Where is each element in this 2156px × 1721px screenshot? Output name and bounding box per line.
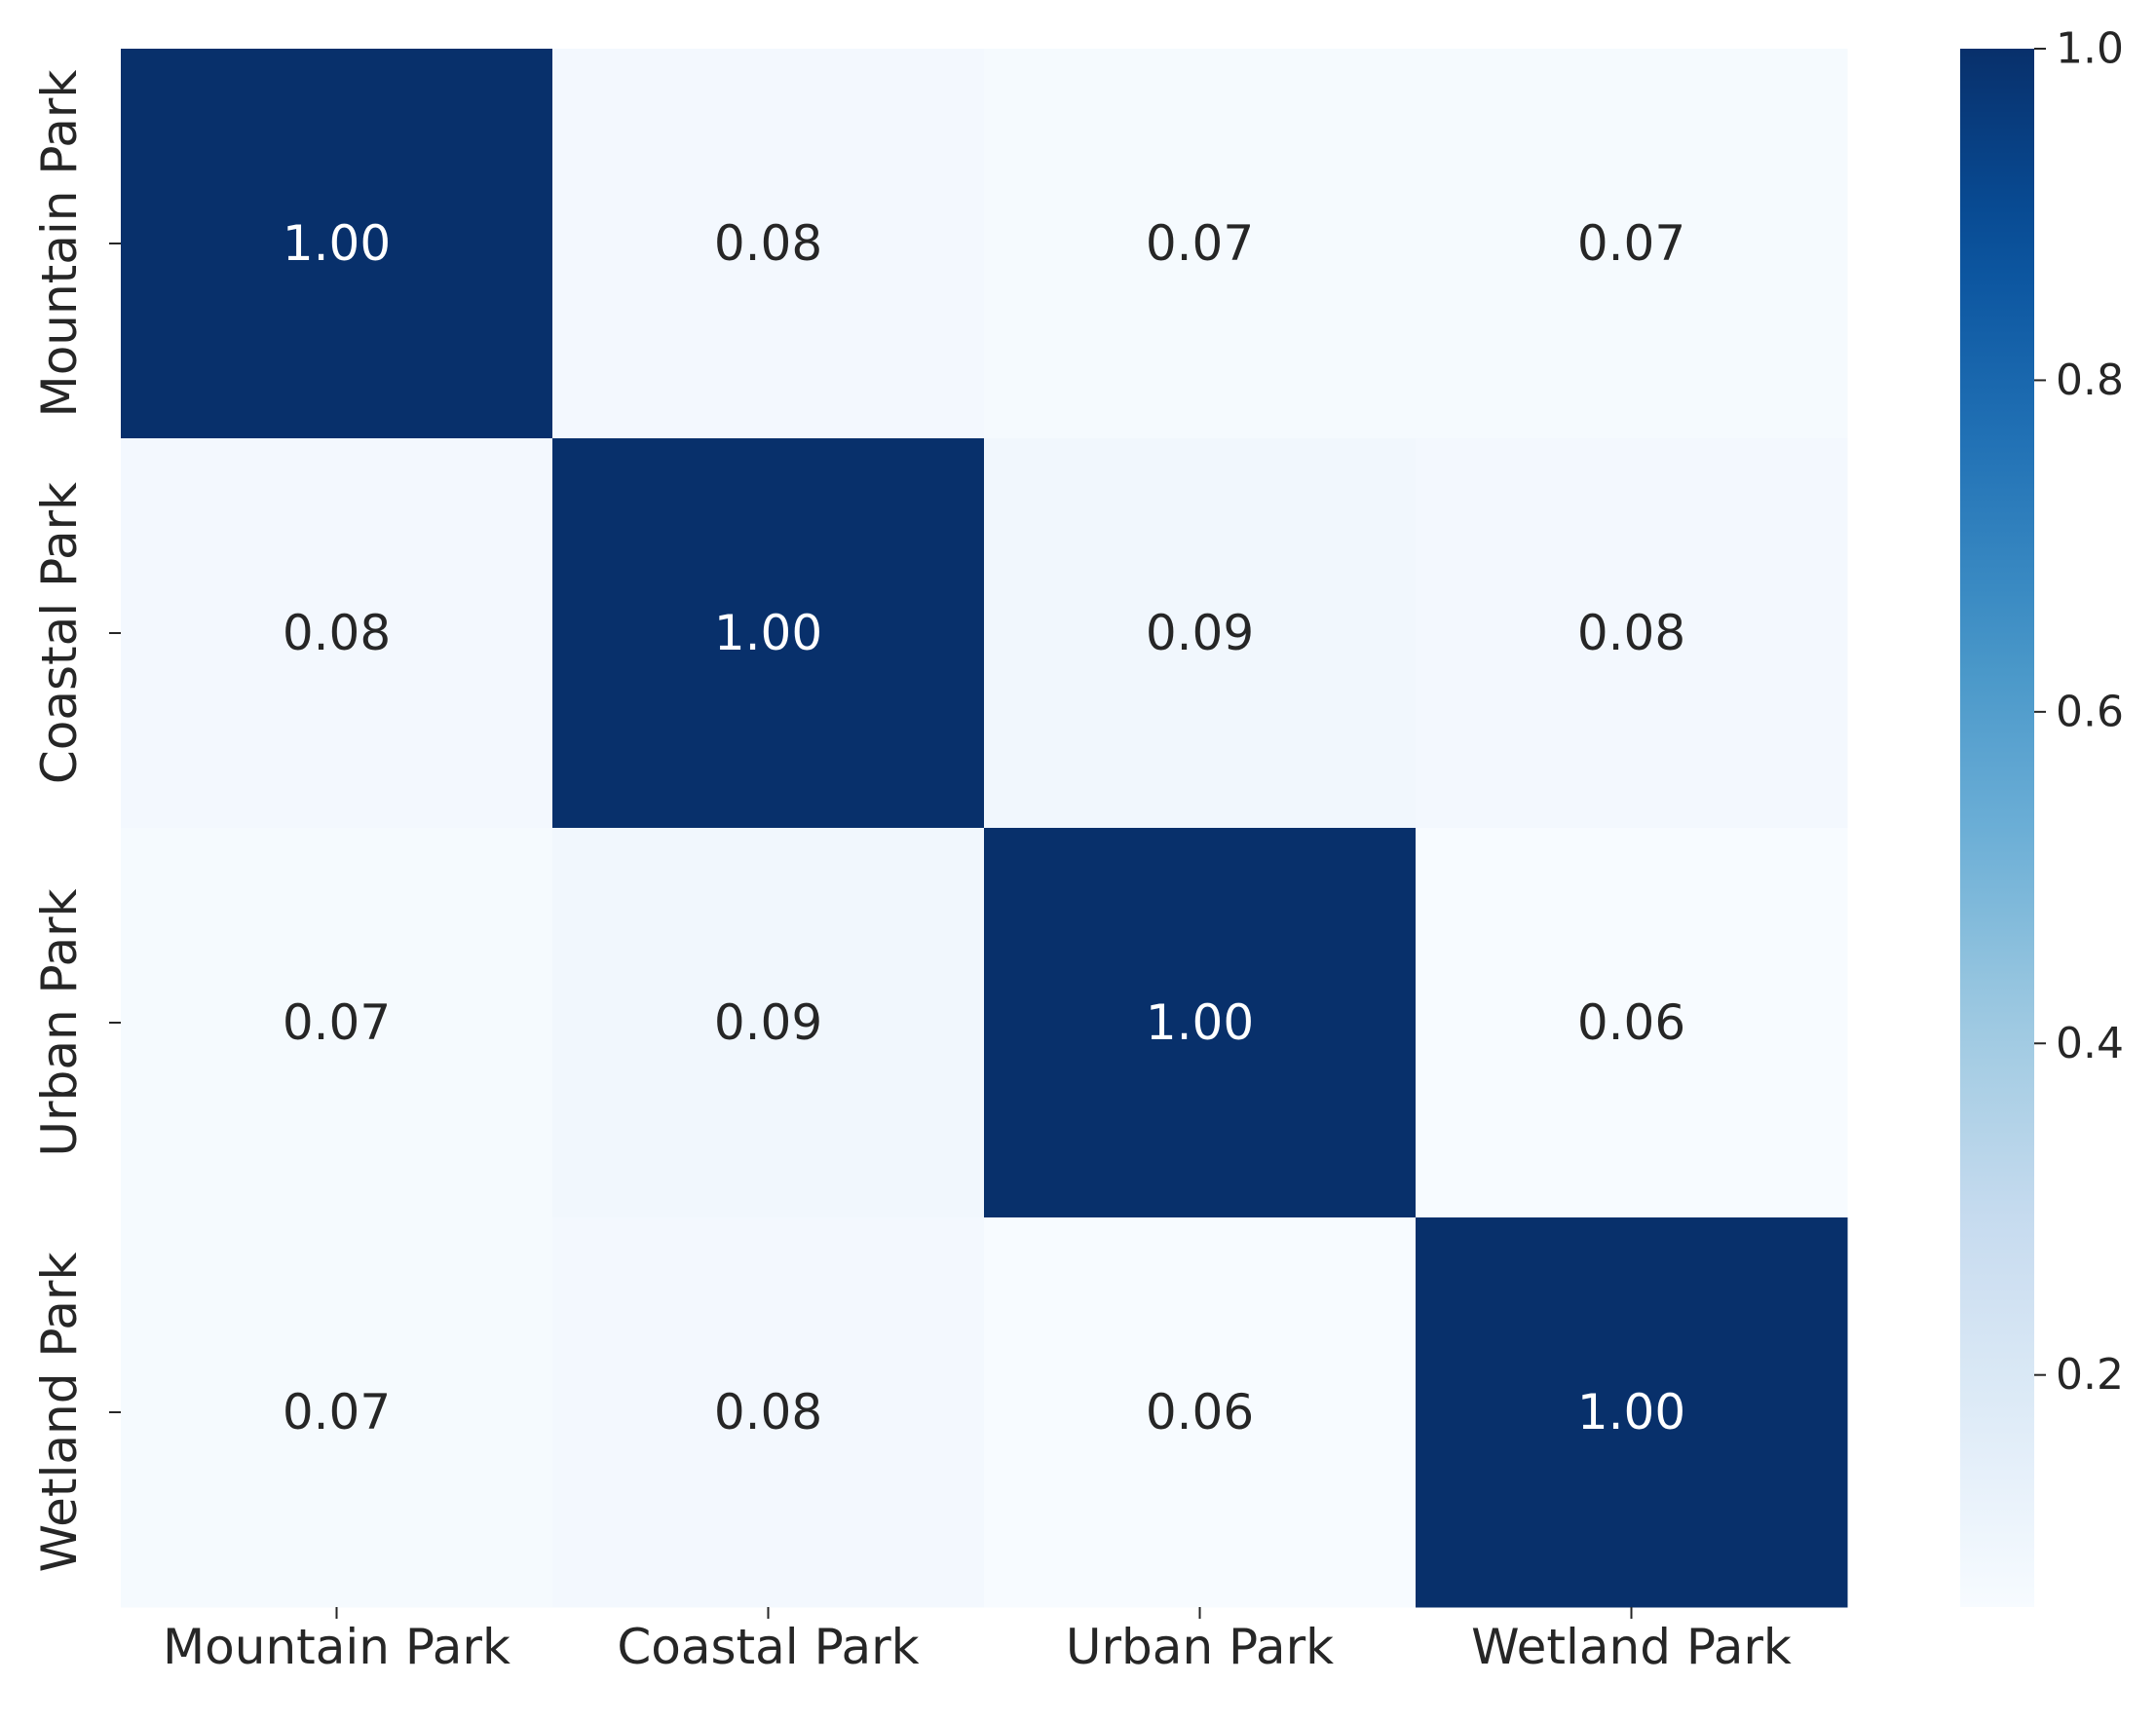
heatmap-cell-coastal-park-coastal-park [552,438,985,829]
colorbar-gradient [1960,49,2034,1607]
cell-value-label: 0.09 [714,994,822,1051]
heatmap-cell-wetland-park-coastal-park [552,1217,985,1608]
heatmap-cell-coastal-park-mountain-park [121,438,553,829]
heatmap-annotations: 1.00 0.08 0.07 0.07 0.08 1.00 0.09 0.08 0.07 0.09… [283,215,1685,1440]
cell-value-label: 0.08 [714,1384,822,1440]
colorbar-tick-label: 0.2 [2056,1350,2124,1400]
colorbar-tick-label: 1.0 [2056,24,2124,74]
heatmap-cell-wetland-park-urban-park [984,1217,1417,1608]
x-tick-label-wetland-park: Wetland Park [1471,1619,1792,1675]
heatmap-cell-mountain-park-wetland-park [1416,49,1848,439]
cell-value-label: 1.00 [714,605,822,661]
colorbar: 0.2 0.4 0.6 0.8 1.0 [1960,24,2124,1607]
y-tick-label-wetland-park: Wetland Park [31,1253,88,1573]
cell-value-label: 0.06 [1146,1384,1254,1440]
y-tick-label-mountain-park: Mountain Park [31,70,88,418]
heatmap-cell-mountain-park-urban-park [984,49,1417,439]
colorbar-tick-label: 0.8 [2056,355,2124,405]
x-tick-label-coastal-park: Coastal Park [617,1619,919,1675]
heatmap-cell-wetland-park-wetland-park [1416,1217,1848,1608]
cell-value-label: 0.07 [1146,215,1254,272]
cell-value-label: 0.08 [283,605,391,661]
colorbar-tick-label: 0.6 [2056,687,2124,736]
heatmap-cell-urban-park-mountain-park [121,828,553,1218]
cell-value-label: 0.07 [1577,215,1685,272]
cell-value-label: 0.09 [1146,605,1254,661]
heatmap-cell-wetland-park-mountain-park [121,1217,553,1608]
y-axis: Mountain Park Coastal Park Urban Park Wetla… [31,70,121,1573]
cell-value-label: 0.08 [714,215,822,272]
y-tick-label-urban-park: Urban Park [31,888,88,1156]
cell-value-label: 0.08 [1577,605,1685,661]
x-axis: Mountain Park Coastal Park Urban Park Wetla… [163,1607,1792,1675]
heatmap-cell-mountain-park-mountain-park [121,49,553,439]
cell-value-label: 1.00 [283,215,391,272]
cell-value-label: 1.00 [1577,1384,1685,1440]
heatmap-cell-urban-park-urban-park [984,828,1417,1218]
cell-value-label: 0.07 [283,994,391,1051]
cell-value-label: 0.07 [283,1384,391,1440]
y-tick-label-coastal-park: Coastal Park [31,482,88,784]
cell-value-label: 1.00 [1146,994,1254,1051]
heatmap-cell-coastal-park-wetland-park [1416,438,1848,829]
colorbar-tick-label: 0.4 [2056,1019,2124,1068]
heatmap-cell-urban-park-coastal-park [552,828,985,1218]
cell-value-label: 0.06 [1577,994,1685,1051]
x-tick-label-urban-park: Urban Park [1066,1619,1334,1675]
heatmap-cell-urban-park-wetland-park [1416,828,1848,1218]
heatmap-cells [121,49,1848,1608]
heatmap-cell-coastal-park-urban-park [984,438,1417,829]
heatmap-cell-mountain-park-coastal-park [552,49,985,439]
x-tick-label-mountain-park: Mountain Park [163,1619,511,1675]
